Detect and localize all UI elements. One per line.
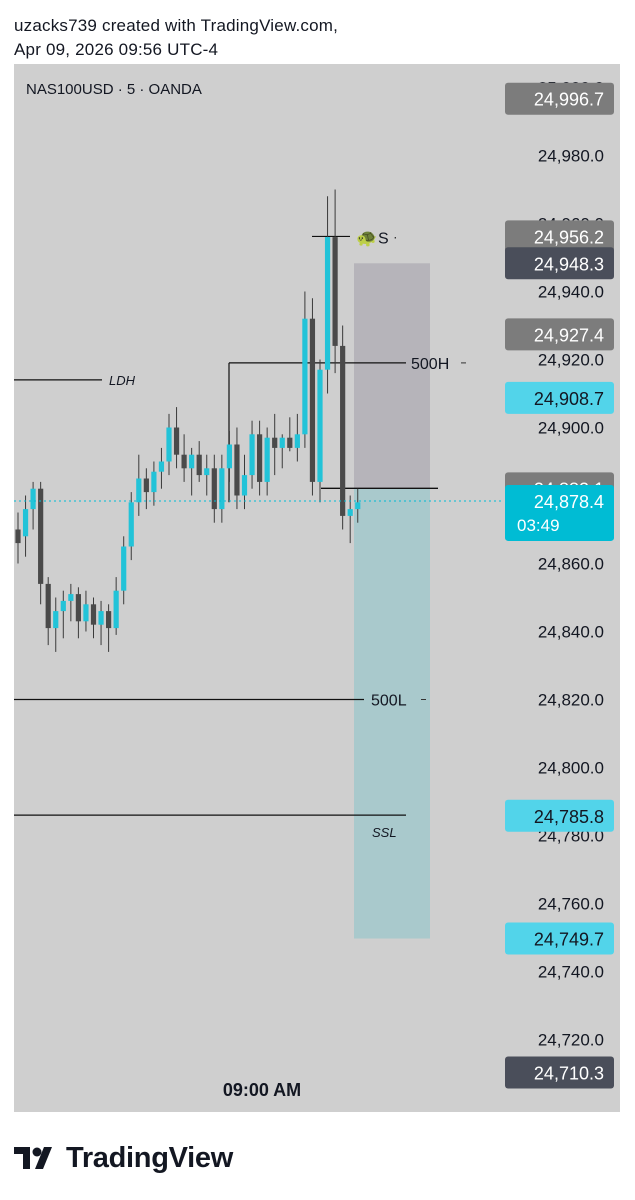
candle-body: [317, 369, 323, 482]
chart-canvas[interactable]: 25,000.024,980.024,960.024,940.024,920.0…: [14, 64, 620, 1112]
level-500h-label: 500H: [411, 356, 449, 373]
price-label-text: 24,956.2: [534, 227, 604, 247]
candle-body: [151, 471, 157, 493]
candle-body: [30, 488, 36, 510]
price-label-text: 24,878.4: [534, 492, 604, 512]
candle-body: [83, 604, 89, 622]
candle-body: [287, 437, 293, 448]
candle-body: [136, 478, 142, 503]
price-label-badge: [505, 82, 614, 115]
candle-body: [68, 594, 74, 601]
candle-body: [60, 600, 66, 612]
tradingview-logo-icon: [14, 1147, 52, 1169]
turtle-icon: 🐢: [356, 228, 377, 247]
y-tick-label: 24,900.0: [538, 419, 604, 438]
price-label-text: 24,996.7: [534, 90, 604, 110]
snapshot-date: Apr 09, 2026 09:56 UTC-4: [14, 40, 219, 59]
candle-body: [181, 454, 187, 469]
chart-pane[interactable]: 25,000.024,980.024,960.024,940.024,920.0…: [14, 64, 620, 1112]
tradingview-logo[interactable]: TradingView: [14, 1140, 233, 1176]
candle-body: [45, 583, 51, 629]
candle-body: [219, 468, 225, 510]
candle-body: [98, 611, 104, 625]
candle-body: [340, 345, 346, 516]
price-label-badge: [505, 220, 614, 253]
price-label-text: 24,927.4: [534, 325, 604, 345]
candle-body: [128, 502, 134, 547]
candle-body: [143, 478, 149, 493]
candle-body: [173, 427, 180, 455]
y-tick-label: 24,720.0: [538, 1031, 604, 1050]
y-tick-label: 24,980.0: [538, 147, 604, 166]
ldh-label: LDH: [109, 373, 136, 388]
candle-body: [53, 611, 59, 629]
candle-body: [15, 529, 21, 544]
tradingview-wordmark: TradingView: [66, 1141, 233, 1174]
candle-body: [355, 502, 361, 510]
take-profit-zone: [354, 488, 430, 939]
bar-countdown: 03:49: [517, 516, 560, 535]
candle-body: [324, 237, 331, 370]
candle-body: [113, 590, 119, 629]
signal-label: S: [378, 230, 389, 247]
y-tick-label: 24,760.0: [538, 895, 604, 914]
candle-body: [309, 318, 316, 482]
price-label-badge: [505, 922, 614, 955]
candle-body: [121, 546, 127, 591]
candle-body: [241, 475, 248, 496]
candle-body: [249, 434, 255, 476]
level-500l-label: 500L: [371, 693, 407, 710]
y-tick-label: 24,860.0: [538, 555, 604, 574]
price-label-badge: [505, 318, 614, 351]
candle-body: [166, 427, 172, 462]
candle-body: [264, 437, 270, 482]
candle-body: [332, 237, 338, 346]
price-label-text: 24,948.3: [534, 254, 604, 274]
candle-body: [234, 444, 240, 496]
y-tick-label: 24,820.0: [538, 691, 604, 710]
stop-loss-zone: [354, 263, 430, 489]
price-label-text: 24,749.7: [534, 930, 604, 950]
candle-body: [158, 461, 165, 472]
y-tick-label: 24,800.0: [538, 759, 604, 778]
price-label-text: 24,710.3: [534, 1063, 604, 1083]
candle-body: [189, 454, 195, 469]
candle-body: [272, 437, 278, 448]
candle-body: [90, 604, 97, 625]
candle-body: [204, 468, 210, 476]
candle-body: [257, 434, 263, 482]
y-tick-label: 24,840.0: [538, 623, 604, 642]
candle-body: [75, 594, 81, 622]
candle-body: [294, 434, 300, 448]
price-label-text: 24,785.8: [534, 807, 604, 827]
y-tick-label: 24,940.0: [538, 283, 604, 302]
price-label-text: 24,908.7: [534, 389, 604, 409]
y-tick-label: 24,920.0: [538, 351, 604, 370]
price-label-badge: [505, 799, 614, 832]
candle-body: [279, 437, 285, 448]
candle-body: [38, 488, 44, 584]
current-price-badge: [505, 484, 614, 541]
y-tick-label: 24,740.0: [538, 963, 604, 982]
price-label-badge: [505, 1056, 614, 1089]
ssl-label: SSL: [372, 825, 397, 840]
price-label-badge: [505, 247, 614, 280]
candle-body: [302, 318, 308, 435]
symbol-label[interactable]: NAS100USD · 5 · OANDA: [26, 81, 202, 98]
candle-body: [226, 444, 232, 469]
candle-body: [211, 468, 217, 510]
price-label-badge: [505, 381, 614, 414]
candle-body: [347, 509, 353, 516]
time-axis-label: 09:00 AM: [223, 1080, 301, 1100]
candle-body: [106, 611, 112, 629]
signal-dot: ·: [393, 228, 398, 244]
author-line: uzacks739 created with TradingView.com,: [14, 16, 339, 35]
candle-body: [196, 454, 202, 476]
candle-body: [22, 509, 29, 537]
